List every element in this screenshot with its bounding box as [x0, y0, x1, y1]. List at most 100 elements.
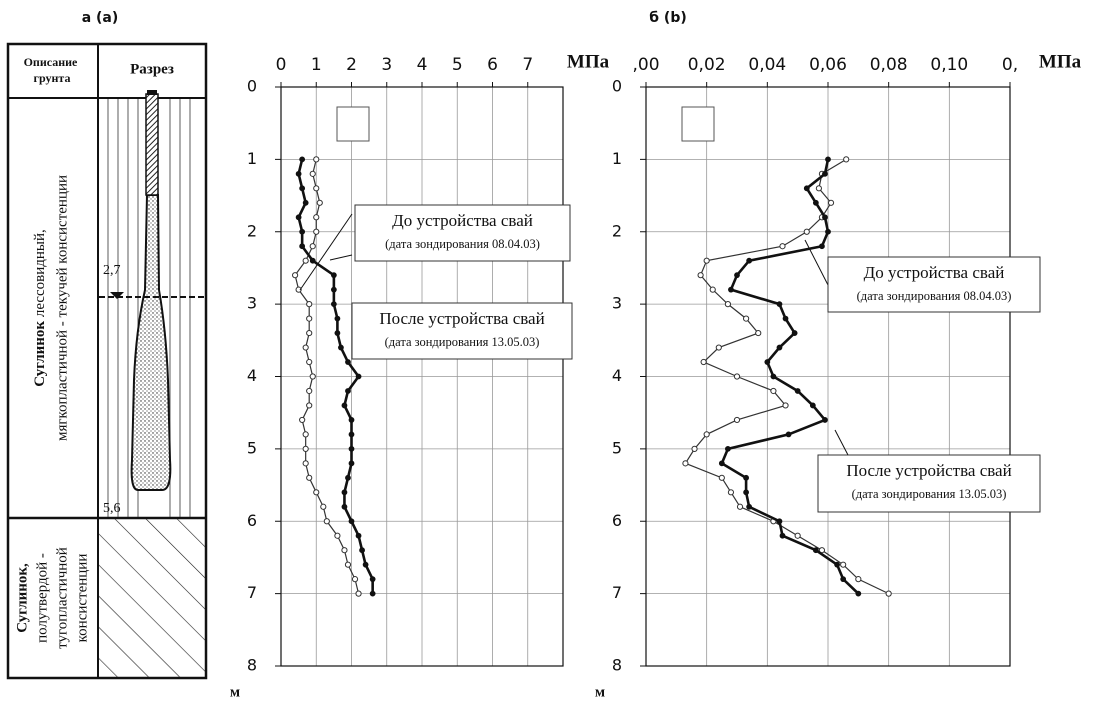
y-unit: м	[595, 684, 605, 700]
data-point	[317, 200, 322, 205]
data-point	[826, 157, 831, 162]
data-point	[303, 461, 308, 466]
data-point	[307, 330, 312, 335]
data-point	[737, 504, 742, 509]
data-point	[777, 519, 782, 524]
data-point	[804, 229, 809, 234]
data-point	[307, 302, 312, 307]
data-point	[346, 360, 351, 365]
layer-text: Суглинок,	[14, 563, 30, 633]
x-tick-label: 0,04	[748, 55, 786, 75]
data-point	[771, 374, 776, 379]
x-unit: МПа	[1039, 51, 1082, 72]
data-point	[726, 446, 731, 451]
data-point	[303, 258, 308, 263]
data-point	[300, 244, 305, 249]
y-tick-label: 7	[247, 583, 257, 602]
x-tick-label: 6	[487, 55, 498, 75]
data-point	[804, 186, 809, 191]
data-point	[841, 562, 846, 567]
data-point	[747, 504, 752, 509]
y-tick-label: 6	[247, 511, 257, 530]
y-tick-label: 1	[247, 149, 257, 168]
data-point	[335, 533, 340, 538]
data-point	[844, 157, 849, 162]
data-point	[307, 359, 312, 364]
data-point	[349, 461, 354, 466]
annotation-title: До устройства свай	[392, 211, 533, 230]
data-point	[728, 490, 733, 495]
layer-text: консистенции	[74, 554, 90, 643]
annotation-title: До устройства свай	[864, 263, 1005, 282]
data-point	[777, 302, 782, 307]
data-point	[771, 388, 776, 393]
data-point	[810, 403, 815, 408]
data-point	[307, 388, 312, 393]
data-point	[729, 287, 734, 292]
y-tick-label: 4	[612, 366, 622, 385]
y-unit: м	[230, 684, 240, 700]
data-point	[747, 258, 752, 263]
data-point	[346, 389, 351, 394]
data-point	[795, 533, 800, 538]
y-tick-label: 2	[247, 221, 257, 240]
data-point	[321, 504, 326, 509]
data-point	[734, 374, 739, 379]
data-point	[813, 200, 818, 205]
x-tick-label: 5	[452, 55, 463, 75]
annotation-date: (дата зондирования 08.04.03)	[857, 289, 1012, 303]
data-point	[719, 461, 724, 466]
data-point	[735, 273, 740, 278]
data-point	[310, 374, 315, 379]
soil-column: Описание грунта Разрез Суглинок лессовид…	[8, 44, 206, 678]
data-point	[683, 461, 688, 466]
data-point	[826, 229, 831, 234]
y-tick-label: 8	[612, 656, 622, 675]
y-tick-label: 5	[247, 438, 257, 457]
y-tick-label: 4	[247, 366, 257, 385]
annotation-title: После устройства свай	[379, 309, 544, 328]
data-point	[692, 446, 697, 451]
x-tick-label: ,00	[632, 55, 659, 75]
data-point	[698, 273, 703, 278]
y-tick-label: 0	[247, 77, 257, 96]
data-point	[307, 403, 312, 408]
data-point	[765, 360, 770, 365]
data-point	[370, 577, 375, 582]
data-point	[823, 215, 828, 220]
data-point	[360, 548, 365, 553]
layer-text: Суглинок лессовидный,	[32, 229, 48, 387]
data-point	[293, 273, 298, 278]
x-tick-label: 2	[346, 55, 357, 75]
data-point	[300, 417, 305, 422]
layer-text: тугопластичной	[54, 547, 70, 649]
data-point	[314, 157, 319, 162]
data-point	[756, 330, 761, 335]
data-point	[356, 533, 361, 538]
data-point	[370, 591, 375, 596]
data-point	[300, 186, 305, 191]
x-tick-label: 1	[311, 55, 322, 75]
data-point	[716, 345, 721, 350]
data-point	[744, 316, 749, 321]
data-point	[356, 591, 361, 596]
data-point	[307, 475, 312, 480]
data-point	[324, 519, 329, 524]
data-point	[339, 345, 344, 350]
panel-label: б (b)	[649, 10, 686, 26]
x-unit: МПа	[567, 51, 610, 72]
data-point	[349, 418, 354, 423]
annotation-title: После устройства свай	[846, 461, 1011, 480]
data-point	[307, 316, 312, 321]
data-point	[725, 302, 730, 307]
data-point	[314, 229, 319, 234]
data-point	[813, 548, 818, 553]
x-tick-label: 3	[381, 55, 392, 75]
data-point	[331, 287, 336, 292]
data-point	[303, 446, 308, 451]
data-point	[314, 490, 319, 495]
y-tick-label: 7	[612, 583, 622, 602]
data-point	[331, 273, 336, 278]
data-point	[856, 577, 861, 582]
data-point	[780, 244, 785, 249]
